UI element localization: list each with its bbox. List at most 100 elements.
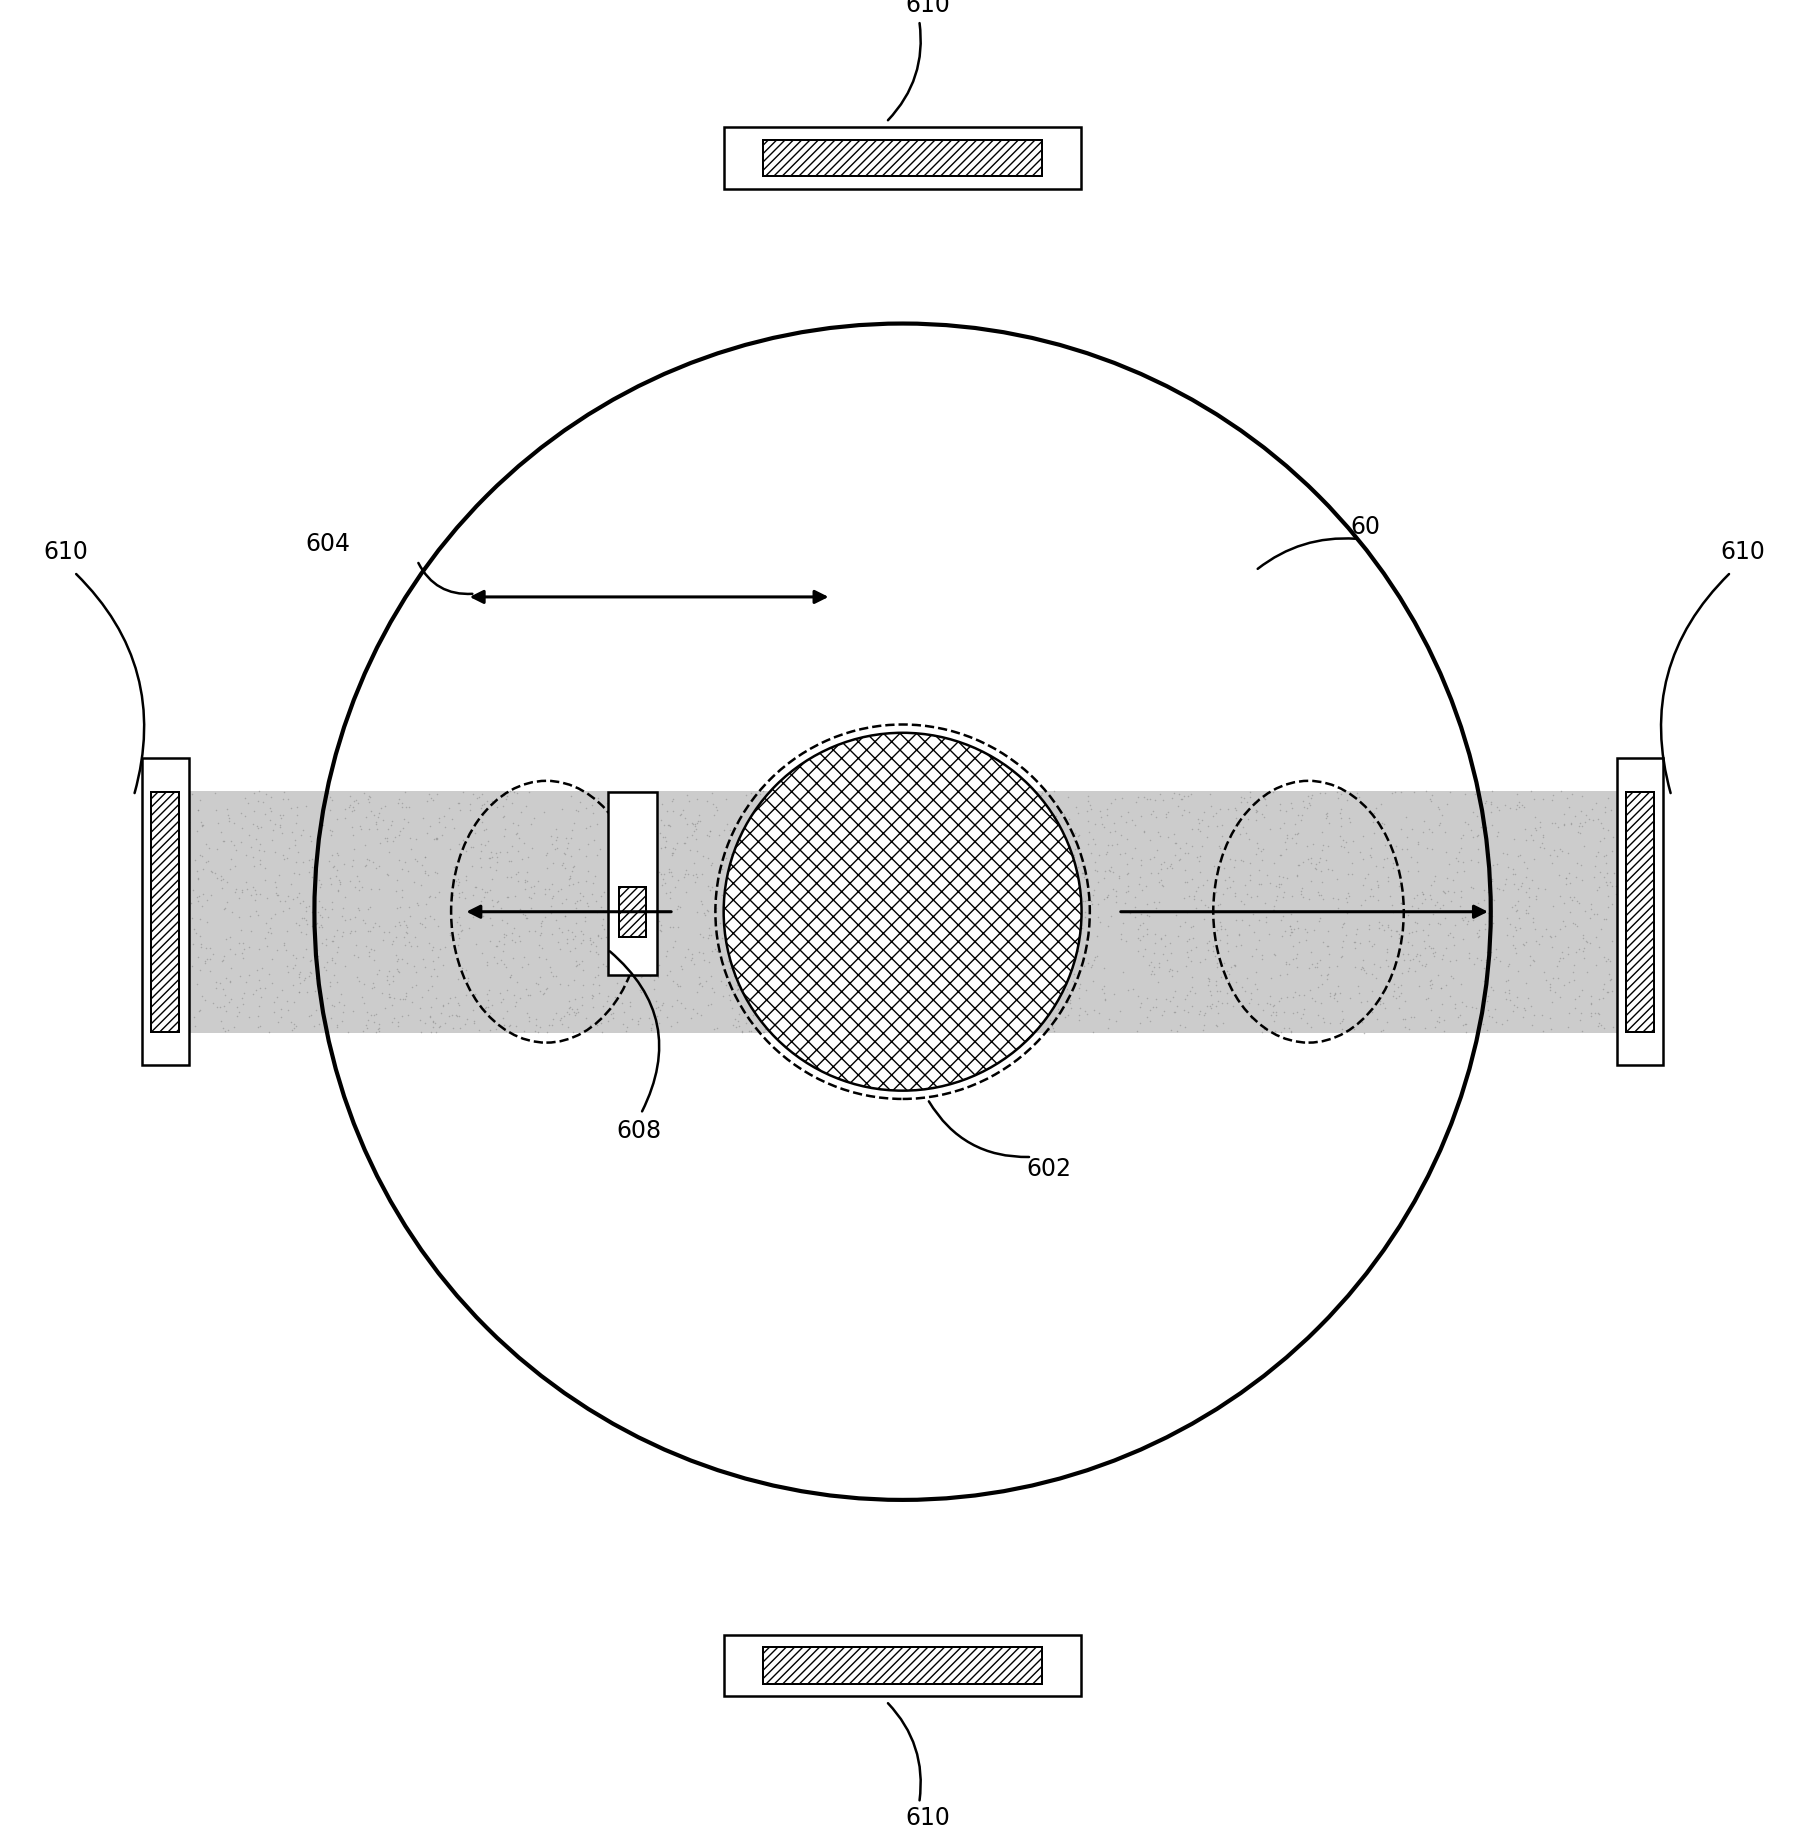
Point [352, 1006, 381, 1035]
Point [363, 1013, 392, 1043]
Point [813, 838, 842, 867]
Point [801, 811, 829, 840]
Point [459, 902, 488, 931]
Point [754, 862, 782, 891]
Point [759, 860, 788, 889]
Point [750, 875, 779, 904]
Point [784, 834, 813, 864]
Point [1270, 827, 1299, 856]
Point [1283, 800, 1312, 829]
Point [815, 818, 844, 847]
Point [1084, 840, 1113, 869]
Point [314, 902, 343, 931]
Point [1126, 851, 1155, 880]
Point [947, 951, 976, 981]
Point [649, 811, 678, 840]
Point [1180, 979, 1209, 1008]
Point [779, 845, 808, 875]
Point [1272, 796, 1301, 825]
Point [1328, 1004, 1357, 1034]
Point [425, 803, 454, 833]
Point [1603, 988, 1632, 1017]
Point [1079, 875, 1108, 904]
Point [1413, 931, 1442, 960]
Point [1041, 940, 1070, 970]
Point [1456, 816, 1485, 845]
Point [927, 864, 956, 893]
Point [1156, 1015, 1185, 1044]
Point [183, 816, 211, 845]
Point [658, 862, 687, 891]
Point [1288, 995, 1317, 1024]
Point [777, 876, 806, 906]
Point [1041, 955, 1070, 984]
Point [674, 787, 703, 816]
Point [815, 796, 844, 825]
Point [782, 849, 811, 878]
Point [999, 966, 1028, 995]
Point [627, 962, 656, 992]
Point [378, 929, 407, 959]
Point [752, 805, 781, 834]
Point [1449, 807, 1478, 836]
Point [1225, 845, 1254, 875]
Point [950, 1012, 979, 1041]
Point [1415, 783, 1444, 813]
Point [1344, 928, 1373, 957]
Point [255, 913, 284, 942]
Point [1292, 831, 1321, 860]
Point [443, 908, 472, 937]
Point [1052, 825, 1081, 855]
Point [1050, 933, 1079, 962]
Point [992, 780, 1021, 809]
Point [1357, 959, 1386, 988]
Point [1592, 944, 1621, 973]
Point [882, 918, 911, 948]
Point [220, 831, 249, 860]
Point [587, 1008, 616, 1037]
Point [698, 789, 726, 818]
Point [1534, 922, 1563, 951]
Point [904, 800, 932, 829]
Point [1402, 908, 1431, 937]
Point [967, 902, 996, 931]
Point [1017, 893, 1046, 922]
Point [557, 816, 585, 845]
Point [900, 900, 929, 929]
Point [645, 906, 674, 935]
Point [284, 838, 313, 867]
Point [197, 856, 226, 886]
Point [481, 931, 510, 960]
Point [1093, 831, 1122, 860]
Point [1220, 951, 1249, 981]
Point [934, 1013, 963, 1043]
Point [746, 807, 775, 836]
Point [1326, 803, 1355, 833]
Point [1462, 922, 1491, 951]
Point [938, 897, 967, 926]
Point [1561, 862, 1590, 891]
Point [1077, 966, 1106, 995]
Point [175, 814, 204, 844]
Point [228, 982, 257, 1012]
Point [318, 926, 347, 955]
Point [1547, 836, 1576, 866]
Point [1185, 816, 1214, 845]
Point [1281, 860, 1310, 889]
Point [1588, 813, 1617, 842]
Point [963, 918, 992, 948]
Point [448, 825, 477, 855]
Point [1350, 959, 1379, 988]
Point [1386, 971, 1415, 1001]
Point [1012, 818, 1041, 847]
Point [244, 900, 273, 929]
Point [1010, 878, 1039, 908]
Point [542, 825, 571, 855]
Point [385, 785, 414, 814]
Point [1019, 834, 1048, 864]
Point [1200, 851, 1229, 880]
Point [557, 824, 585, 853]
Point [184, 995, 213, 1024]
Point [1214, 966, 1243, 995]
Point [860, 970, 889, 999]
